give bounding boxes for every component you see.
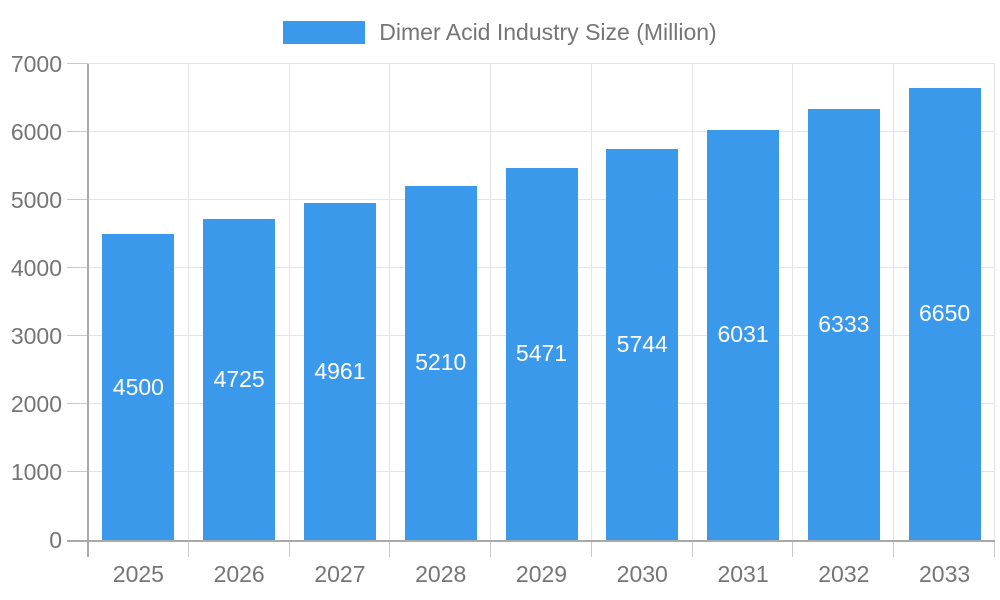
y-axis-label: 5000: [10, 187, 62, 213]
x-axis-tick: [792, 540, 794, 557]
x-axis-label-2031: 2031: [717, 561, 769, 587]
bar-2032: 6333: [807, 109, 880, 540]
x-axis-label-2025: 2025: [112, 561, 164, 587]
y-axis-label: 4000: [10, 255, 62, 281]
y-axis-label: 7000: [10, 51, 62, 77]
bar-value-label: 6333: [818, 311, 870, 338]
x-axis-tick: [187, 540, 189, 557]
bar-2029: 5471: [505, 167, 578, 540]
x-gridline: [187, 64, 189, 540]
x-axis-tick: [994, 540, 995, 557]
bar-2027: 4961: [303, 202, 376, 540]
x-axis-label-2027: 2027: [314, 561, 366, 587]
x-axis-label-2032: 2032: [818, 561, 870, 587]
bar-2028: 5210: [404, 185, 477, 540]
bar-2025: 4500: [102, 234, 175, 540]
bar-value-label: 6650: [919, 300, 971, 327]
y-axis-label: 0: [49, 527, 62, 553]
x-gridline: [490, 64, 492, 540]
x-axis-tick: [288, 540, 290, 557]
bar-2033: 6650: [908, 87, 981, 540]
y-axis-tick: [67, 403, 88, 404]
y-axis-tick: [67, 131, 88, 132]
y-gridline: [88, 63, 995, 64]
y-axis-label: 3000: [10, 323, 62, 349]
y-axis-label: 6000: [10, 119, 62, 145]
bar-2030: 5744: [606, 149, 679, 540]
bar-2026: 4725: [203, 218, 276, 540]
y-axis-tick: [67, 335, 88, 336]
legend[interactable]: Dimer Acid Industry Size (Million): [0, 20, 1000, 44]
y-axis-tick: [67, 471, 88, 472]
x-axis-tick: [389, 540, 391, 557]
bar-value-label: 4500: [112, 373, 164, 400]
bar-value-label: 5744: [616, 331, 668, 358]
x-axis-label-2028: 2028: [415, 561, 467, 587]
x-axis-tick: [590, 540, 592, 557]
bar-2031: 6031: [707, 129, 780, 540]
x-axis-tick: [691, 540, 693, 557]
y-axis-label: 1000: [10, 459, 62, 485]
x-axis-line: [67, 540, 995, 542]
x-gridline: [792, 64, 794, 540]
bar-value-label: 5471: [515, 340, 568, 367]
legend-label: Dimer Acid Industry Size (Million): [379, 19, 717, 45]
x-gridline: [288, 64, 290, 540]
y-axis-label: 2000: [10, 391, 62, 417]
x-axis-label-2026: 2026: [213, 561, 265, 587]
bar-value-label: 4961: [314, 357, 366, 384]
x-axis-label-2030: 2030: [616, 561, 668, 587]
x-axis-label-2029: 2029: [515, 561, 568, 587]
x-gridline: [691, 64, 693, 540]
x-axis-label-2033: 2033: [919, 561, 971, 587]
bar-value-label: 4725: [213, 365, 265, 392]
y-axis-tick: [67, 267, 88, 268]
y-axis-tick: [67, 63, 88, 64]
bar-value-label: 6031: [717, 321, 769, 348]
x-axis-tick: [490, 540, 492, 557]
y-gridline: [88, 131, 995, 132]
x-gridline: [590, 64, 592, 540]
x-gridline: [893, 64, 895, 540]
y-axis-tick: [67, 199, 88, 200]
legend-marker-swatch: [283, 20, 366, 44]
bar-value-label: 5210: [415, 349, 467, 376]
x-axis-tick: [893, 540, 895, 557]
y-axis-line: [87, 64, 89, 557]
x-gridline: [994, 64, 995, 540]
x-gridline: [389, 64, 391, 540]
